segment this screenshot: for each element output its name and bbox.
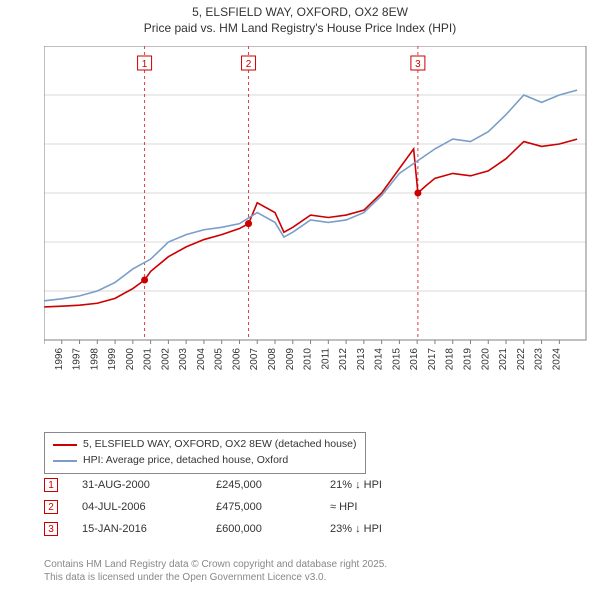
svg-text:2013: 2013 (356, 348, 367, 371)
transactions-table: 1 31-AUG-2000 £245,000 21% ↓ HPI 2 04-JUL-200… (44, 478, 450, 544)
transaction-marker: 3 (44, 522, 58, 536)
svg-text:2017: 2017 (427, 348, 438, 371)
svg-text:2021: 2021 (498, 348, 509, 371)
transaction-date: 04-JUL-2006 (82, 501, 192, 513)
legend-swatch (53, 460, 77, 462)
svg-text:1997: 1997 (72, 348, 83, 371)
svg-text:2012: 2012 (338, 348, 349, 371)
svg-text:2002: 2002 (160, 348, 171, 371)
svg-text:2: 2 (246, 59, 252, 70)
transaction-relation: 21% ↓ HPI (330, 479, 450, 491)
transaction-date: 15-JAN-2016 (82, 523, 192, 535)
svg-text:2014: 2014 (374, 348, 385, 371)
svg-text:1996: 1996 (54, 348, 65, 371)
svg-text:2008: 2008 (267, 348, 278, 371)
svg-text:2004: 2004 (196, 348, 207, 371)
line-chart: £0£200K£400K£600K£800K£1M£1.2M1995199619… (44, 46, 590, 390)
svg-text:1998: 1998 (89, 348, 100, 371)
svg-text:1995: 1995 (44, 348, 47, 371)
legend-item: 5, ELSFIELD WAY, OXFORD, OX2 8EW (detach… (53, 437, 357, 453)
legend-label: 5, ELSFIELD WAY, OXFORD, OX2 8EW (detach… (83, 437, 357, 453)
title-line2: Price paid vs. HM Land Registry's House … (0, 20, 600, 36)
svg-text:2006: 2006 (231, 348, 242, 371)
svg-text:2000: 2000 (125, 348, 136, 371)
legend-item: HPI: Average price, detached house, Oxfo… (53, 453, 357, 469)
svg-text:2009: 2009 (285, 348, 296, 371)
svg-text:2007: 2007 (249, 348, 260, 371)
svg-text:2023: 2023 (534, 348, 545, 371)
svg-text:1: 1 (142, 59, 148, 70)
legend-label: HPI: Average price, detached house, Oxfo… (83, 453, 288, 469)
svg-text:2003: 2003 (178, 348, 189, 371)
svg-text:3: 3 (415, 59, 421, 70)
transaction-marker: 2 (44, 500, 58, 514)
svg-text:2018: 2018 (445, 348, 456, 371)
transaction-price: £600,000 (216, 523, 306, 535)
title-block: 5, ELSFIELD WAY, OXFORD, OX2 8EW Price p… (0, 0, 600, 36)
footer-line1: Contains HM Land Registry data © Crown c… (44, 559, 387, 572)
svg-text:2019: 2019 (462, 348, 473, 371)
transaction-marker: 1 (44, 478, 58, 492)
footer-attribution: Contains HM Land Registry data © Crown c… (44, 559, 387, 584)
legend-swatch (53, 444, 77, 446)
transaction-relation: 23% ↓ HPI (330, 523, 450, 535)
svg-text:2024: 2024 (551, 348, 562, 371)
legend: 5, ELSFIELD WAY, OXFORD, OX2 8EW (detach… (44, 432, 366, 474)
svg-text:2016: 2016 (409, 348, 420, 371)
svg-text:2022: 2022 (516, 348, 527, 371)
svg-text:2011: 2011 (320, 348, 331, 370)
footer-line2: This data is licensed under the Open Gov… (44, 572, 387, 585)
transaction-row: 1 31-AUG-2000 £245,000 21% ↓ HPI (44, 478, 450, 492)
svg-text:2010: 2010 (303, 348, 314, 371)
transaction-row: 2 04-JUL-2006 £475,000 ≈ HPI (44, 500, 450, 514)
transaction-price: £475,000 (216, 501, 306, 513)
transaction-relation: ≈ HPI (330, 501, 450, 513)
svg-text:2005: 2005 (214, 348, 225, 371)
svg-text:2001: 2001 (143, 348, 154, 371)
transaction-date: 31-AUG-2000 (82, 479, 192, 491)
svg-text:2015: 2015 (391, 348, 402, 371)
transaction-row: 3 15-JAN-2016 £600,000 23% ↓ HPI (44, 522, 450, 536)
title-line1: 5, ELSFIELD WAY, OXFORD, OX2 8EW (0, 4, 600, 20)
chart-container: 5, ELSFIELD WAY, OXFORD, OX2 8EW Price p… (0, 0, 600, 590)
transaction-price: £245,000 (216, 479, 306, 491)
svg-text:2020: 2020 (480, 348, 491, 371)
svg-text:1999: 1999 (107, 348, 118, 371)
